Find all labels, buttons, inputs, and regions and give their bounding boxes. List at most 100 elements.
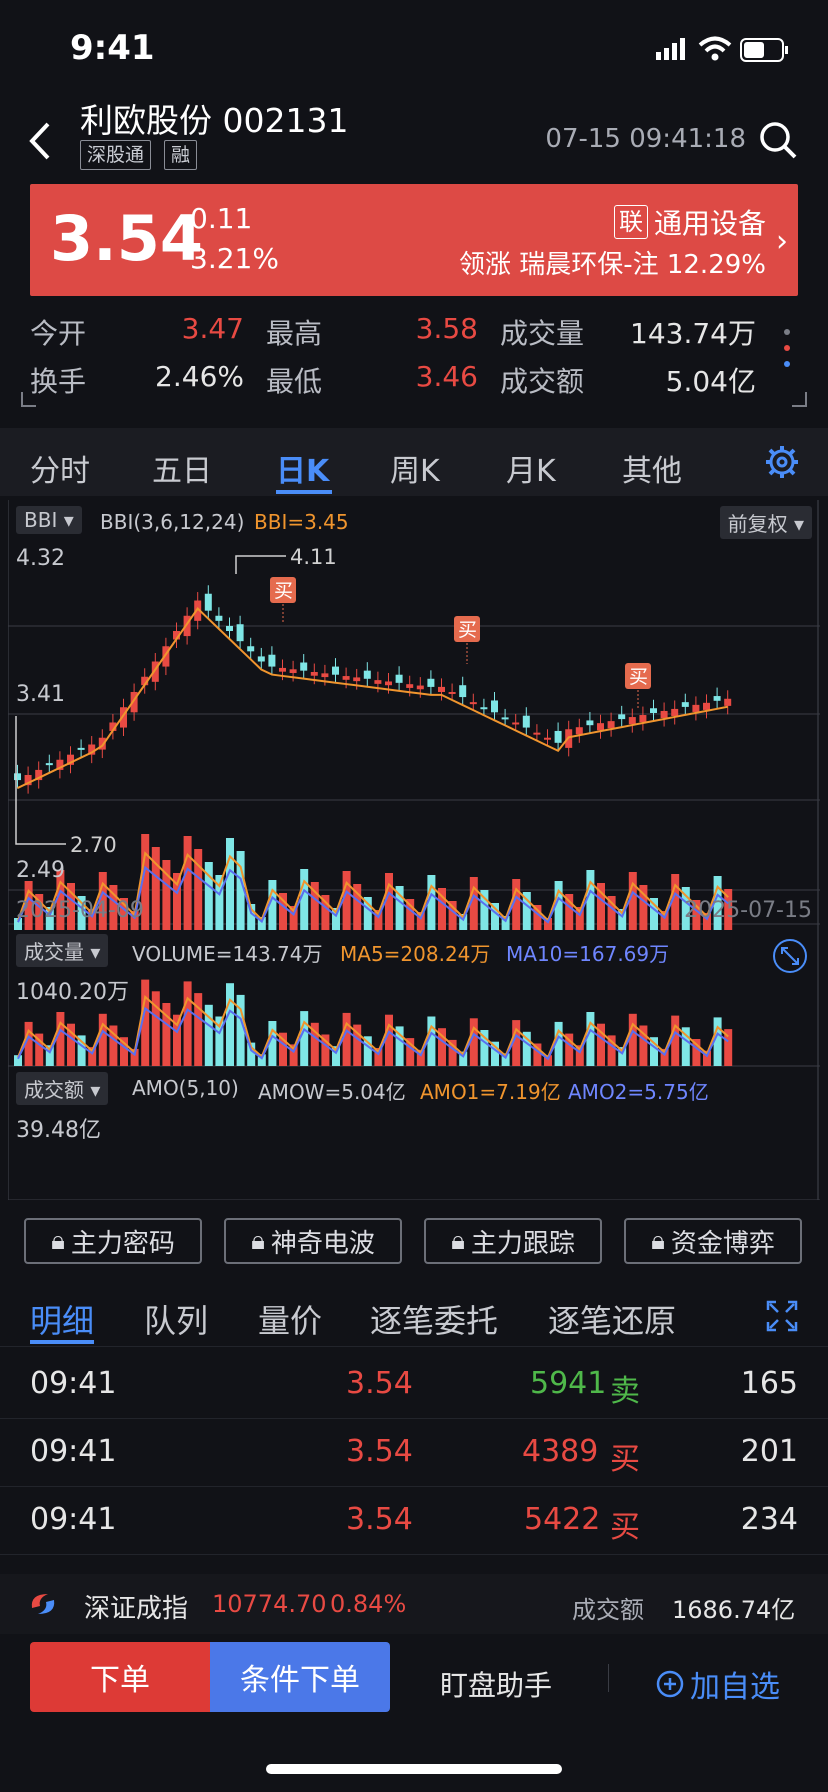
tab-tick-replay[interactable]: 逐笔还原 <box>548 1302 677 1340</box>
amount-bar <box>491 1041 499 1066</box>
chart-settings-button[interactable] <box>764 444 800 480</box>
search-button[interactable] <box>758 120 798 160</box>
amount-bar <box>660 1048 669 1066</box>
trade-count: 201 <box>740 1434 798 1469</box>
candle-body <box>215 615 223 621</box>
status-time: 9:41 <box>70 28 155 68</box>
volume-label: 成交量 <box>500 317 585 350</box>
buy-signal-label: 买 <box>274 580 293 602</box>
order-button[interactable]: 下单 <box>30 1642 210 1712</box>
more-dots-icon[interactable] <box>780 326 794 370</box>
trade-time: 09:41 <box>30 1502 117 1537</box>
volume-bar <box>533 905 542 930</box>
amount-bar <box>194 993 203 1066</box>
fullscreen-detail-button[interactable] <box>766 1300 798 1332</box>
amount-indicator-select[interactable]: 成交额 ▾ <box>16 1072 109 1105</box>
amount-bar <box>300 1011 309 1066</box>
volume-bar <box>597 883 605 930</box>
buy-signal[interactable]: 买 <box>625 663 651 710</box>
amount-bar <box>310 1022 319 1066</box>
candle-body <box>363 670 371 679</box>
trade-price: 3.54 <box>346 1502 413 1537</box>
candle-body <box>459 685 467 698</box>
tag-shengutong[interactable]: 深股通 <box>80 140 152 170</box>
amount-bar <box>289 1044 298 1066</box>
adjust-select[interactable]: 前复权 ▾ <box>719 506 812 539</box>
amount-bar <box>544 1055 552 1066</box>
volume-bar <box>257 917 266 930</box>
indicator-select[interactable]: BBI ▾ <box>16 506 82 534</box>
tab-volume-price[interactable]: 量价 <box>258 1302 323 1340</box>
candle-body <box>660 710 668 719</box>
table-row: 09:41 3.54 4389 买 201 <box>0 1418 828 1487</box>
candle-body <box>586 720 594 726</box>
feature-tracking-button[interactable]: 🔒︎ 主力跟踪 <box>424 1218 602 1264</box>
candle-body <box>491 700 498 713</box>
tag-margin[interactable]: 融 <box>164 140 198 170</box>
tab-monthly-k[interactable]: 月K <box>506 454 556 489</box>
candle-body <box>554 730 562 743</box>
indicator-select-label: BBI <box>24 508 58 532</box>
tab-other[interactable]: 其他 <box>622 454 682 489</box>
amount-bar <box>120 1037 128 1066</box>
fullscreen-chart-button[interactable] <box>772 938 808 974</box>
back-button[interactable] <box>22 118 62 164</box>
tab-five-day[interactable]: 五日 <box>152 454 212 489</box>
amount-bar <box>427 1016 436 1066</box>
volume-bar <box>194 849 203 930</box>
volume-bar <box>628 872 637 930</box>
volume-bar <box>247 904 256 930</box>
candle-body <box>681 702 689 707</box>
volume-y-max: 1040.20万 <box>16 980 129 1005</box>
quote-datetime: 07-15 09:41:18 <box>545 124 746 154</box>
index-bar[interactable]: 深证成指 10774.70 0.84% 成交额 1686.74亿 <box>0 1574 828 1634</box>
price-banner[interactable]: 3.54 0.11 3.21% 联 通用设备 领涨 瑞晨环保-注 12.29% … <box>30 184 798 296</box>
conditional-order-button[interactable]: 条件下单 <box>210 1642 390 1712</box>
lock-icon: 🔒︎ <box>451 1225 465 1256</box>
tab-queue[interactable]: 队列 <box>144 1302 209 1340</box>
volume-bar <box>575 907 584 930</box>
feature-wave-button[interactable]: 🔒︎ 神奇电波 <box>224 1218 402 1264</box>
plus-circle-icon <box>656 1670 684 1698</box>
y-axis-mid: 3.41 <box>16 682 65 707</box>
low-label: 最低 <box>266 365 323 398</box>
table-row: 09:41 3.54 5941 卖 165 <box>0 1350 828 1419</box>
open-label: 今开 <box>30 317 87 350</box>
amount-bar <box>385 1014 393 1066</box>
bbi-value: BBI=3.45 <box>254 510 349 534</box>
amount-bar <box>713 1017 722 1066</box>
buy-signal[interactable]: 买 <box>270 577 296 624</box>
candle-body <box>628 717 636 725</box>
tab-weekly-k[interactable]: 周K <box>390 454 440 489</box>
buy-signal-label: 买 <box>629 666 648 688</box>
tab-order-by-order[interactable]: 逐笔委托 <box>370 1302 499 1340</box>
candle-body <box>183 615 191 637</box>
amount-bar <box>88 1047 97 1066</box>
volume-indicator-select[interactable]: 成交量 ▾ <box>16 934 109 967</box>
amount-bar <box>45 1045 54 1066</box>
candle-body <box>353 677 361 682</box>
watch-helper-button[interactable]: 盯盘助手 <box>440 1669 553 1702</box>
candle-body <box>14 773 21 781</box>
expand-corner-icon[interactable] <box>20 392 808 408</box>
volume-bar <box>469 877 478 930</box>
candle-body <box>544 737 551 740</box>
amount-bar <box>342 1012 351 1066</box>
trade-time: 09:41 <box>30 1366 117 1401</box>
feature-main-code-button[interactable]: 🔒︎ 主力密码 <box>24 1218 202 1264</box>
volume-bar <box>332 908 340 930</box>
tab-daily-k[interactable]: 日K <box>276 454 330 489</box>
feature-capital-game-button[interactable]: 🔒︎ 资金博弈 <box>624 1218 802 1264</box>
amount-bar <box>173 1014 181 1066</box>
add-watchlist-button[interactable]: 加自选 <box>656 1662 780 1706</box>
volume-bar <box>586 870 595 930</box>
feature-label: 资金博弈 <box>670 1228 775 1259</box>
volume-bar <box>650 898 658 930</box>
buy-signal[interactable]: 买 <box>454 616 480 664</box>
tab-detail[interactable]: 明细 <box>30 1302 95 1340</box>
sector-link[interactable]: 联 通用设备 <box>613 202 766 242</box>
tab-intraday[interactable]: 分时 <box>30 454 90 489</box>
volume-select-label: 成交量 <box>24 940 84 964</box>
amount-bar <box>374 1048 383 1066</box>
kline-chart[interactable]: 4.11 2.70 买 买 买 <box>8 500 820 1200</box>
